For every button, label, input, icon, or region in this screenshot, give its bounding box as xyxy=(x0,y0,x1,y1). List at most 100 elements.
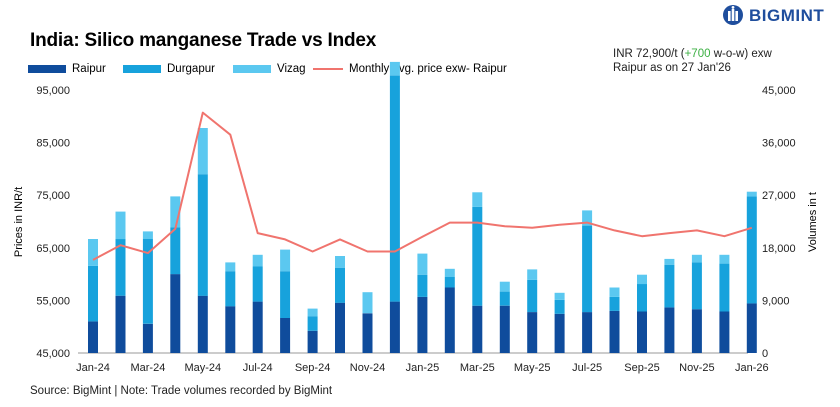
bar-vizag xyxy=(499,281,510,292)
bar-vizag xyxy=(691,254,702,263)
x-tick-label: Jul-25 xyxy=(572,362,602,374)
bar-durgapur xyxy=(115,239,126,296)
legend-item-raipur: Raipur xyxy=(28,63,123,75)
legend-item-price: Monthly avg. price exw- Raipur xyxy=(313,63,507,75)
bar-raipur xyxy=(527,312,538,353)
price-change: +700 xyxy=(684,48,711,60)
price-prefix: INR 72,900/t ( xyxy=(613,48,685,60)
bar-raipur xyxy=(142,323,153,353)
bar-vizag xyxy=(115,211,126,240)
bar-raipur xyxy=(719,311,730,353)
bar-durgapur xyxy=(170,227,181,275)
y-tick-label: 75,000 xyxy=(36,190,70,202)
bar-vizag xyxy=(582,210,593,226)
bar-durgapur xyxy=(88,265,98,322)
bar-vizag xyxy=(417,253,428,275)
bar-durgapur xyxy=(719,263,730,312)
bar-durgapur xyxy=(197,174,208,296)
bar-durgapur xyxy=(554,299,565,314)
x-tick-label: Jan-25 xyxy=(406,362,440,374)
bar-durgapur xyxy=(582,225,593,313)
bar-vizag xyxy=(444,268,455,277)
bar-vizag xyxy=(554,292,565,300)
bar-raipur xyxy=(444,287,455,353)
chart-legend: Raipur Durgapur Vizag Monthly avg. price… xyxy=(28,63,507,75)
bar-raipur xyxy=(252,301,263,353)
legend-swatch-durgapur xyxy=(123,65,161,73)
x-tick-label: Jan-24 xyxy=(76,362,110,374)
price-line: INR 72,900/t (+700 w-o-w) exw xyxy=(613,47,772,61)
bar-vizag xyxy=(527,269,538,280)
brand-name: BIGMINT xyxy=(749,6,825,25)
bar-raipur xyxy=(280,317,291,353)
bar-raipur xyxy=(88,321,98,353)
legend-swatch-vizag xyxy=(233,65,271,73)
bar-raipur xyxy=(664,307,675,353)
y-tick-label: 55,000 xyxy=(36,295,70,307)
bar-vizag xyxy=(307,308,318,317)
bar-durgapur xyxy=(609,296,620,311)
y2-axis-title: Volumes in t xyxy=(807,192,819,252)
y-tick-label: 95,000 xyxy=(36,85,70,97)
bar-raipur xyxy=(554,313,565,353)
legend-item-durgapur: Durgapur xyxy=(123,63,233,75)
bar-raipur xyxy=(225,306,236,353)
bar-vizag xyxy=(280,249,291,272)
date-line: Raipur as on 27 Jan'26 xyxy=(613,62,731,74)
chart-title: India: Silico manganese Trade vs Index xyxy=(30,30,377,51)
bar-durgapur xyxy=(691,262,702,310)
y-tick-label: 85,000 xyxy=(36,138,70,150)
y-axis-title: Prices in INR/t xyxy=(13,187,25,257)
bar-raipur xyxy=(417,296,428,353)
bar-durgapur xyxy=(527,279,538,312)
bar-raipur xyxy=(691,309,702,353)
bar-durgapur xyxy=(664,264,675,308)
legend-swatch-raipur xyxy=(28,65,66,73)
y2-tick-label: 18,000 xyxy=(762,243,796,255)
bar-durgapur xyxy=(225,271,236,307)
bar-raipur xyxy=(472,305,483,353)
y-tick-label: 65,000 xyxy=(36,243,70,255)
bar-vizag xyxy=(88,239,98,266)
bar-vizag xyxy=(170,196,181,228)
bar-vizag xyxy=(362,292,373,314)
bar-durgapur xyxy=(444,277,455,288)
bar-raipur xyxy=(335,302,345,353)
bar-vizag xyxy=(472,192,483,207)
bar-raipur xyxy=(389,301,400,353)
bar-durgapur xyxy=(472,206,483,306)
bar-durgapur xyxy=(335,267,345,303)
bar-vizag xyxy=(746,191,757,197)
bar-vizag xyxy=(389,61,400,76)
bar-vizag xyxy=(197,128,208,175)
bar-raipur xyxy=(362,313,373,353)
y-tick-label: 45,000 xyxy=(36,348,70,360)
y2-tick-label: 36,000 xyxy=(762,138,796,150)
bar-vizag xyxy=(637,274,647,285)
legend-item-vizag: Vizag xyxy=(233,63,313,75)
bar-vizag xyxy=(252,254,263,267)
x-tick-label: Sep-24 xyxy=(295,362,330,374)
bar-raipur xyxy=(307,330,318,353)
x-tick-label: Nov-24 xyxy=(350,362,385,374)
bar-vizag xyxy=(664,258,675,265)
legend-swatch-price xyxy=(313,68,343,70)
bar-vizag xyxy=(335,256,345,268)
bar-durgapur xyxy=(746,196,757,304)
x-tick-label: Sep-25 xyxy=(624,362,659,374)
legend-label-vizag: Vizag xyxy=(277,63,306,75)
bar-vizag xyxy=(225,262,236,272)
bar-raipur xyxy=(582,312,593,353)
bar-raipur xyxy=(170,274,181,353)
y2-tick-label: 0 xyxy=(762,348,768,360)
price-suffix: w-o-w) exw xyxy=(710,48,772,60)
legend-label-price: Monthly avg. price exw- Raipur xyxy=(349,63,507,75)
bar-raipur xyxy=(637,311,647,353)
bar-raipur xyxy=(499,305,510,353)
x-tick-label: Mar-24 xyxy=(130,362,165,374)
x-tick-label: May-25 xyxy=(514,362,551,374)
bar-durgapur xyxy=(307,316,318,331)
price-info: INR 72,900/t (+700 w-o-w) exw Raipur as … xyxy=(613,47,772,75)
bar-vizag xyxy=(609,287,620,297)
